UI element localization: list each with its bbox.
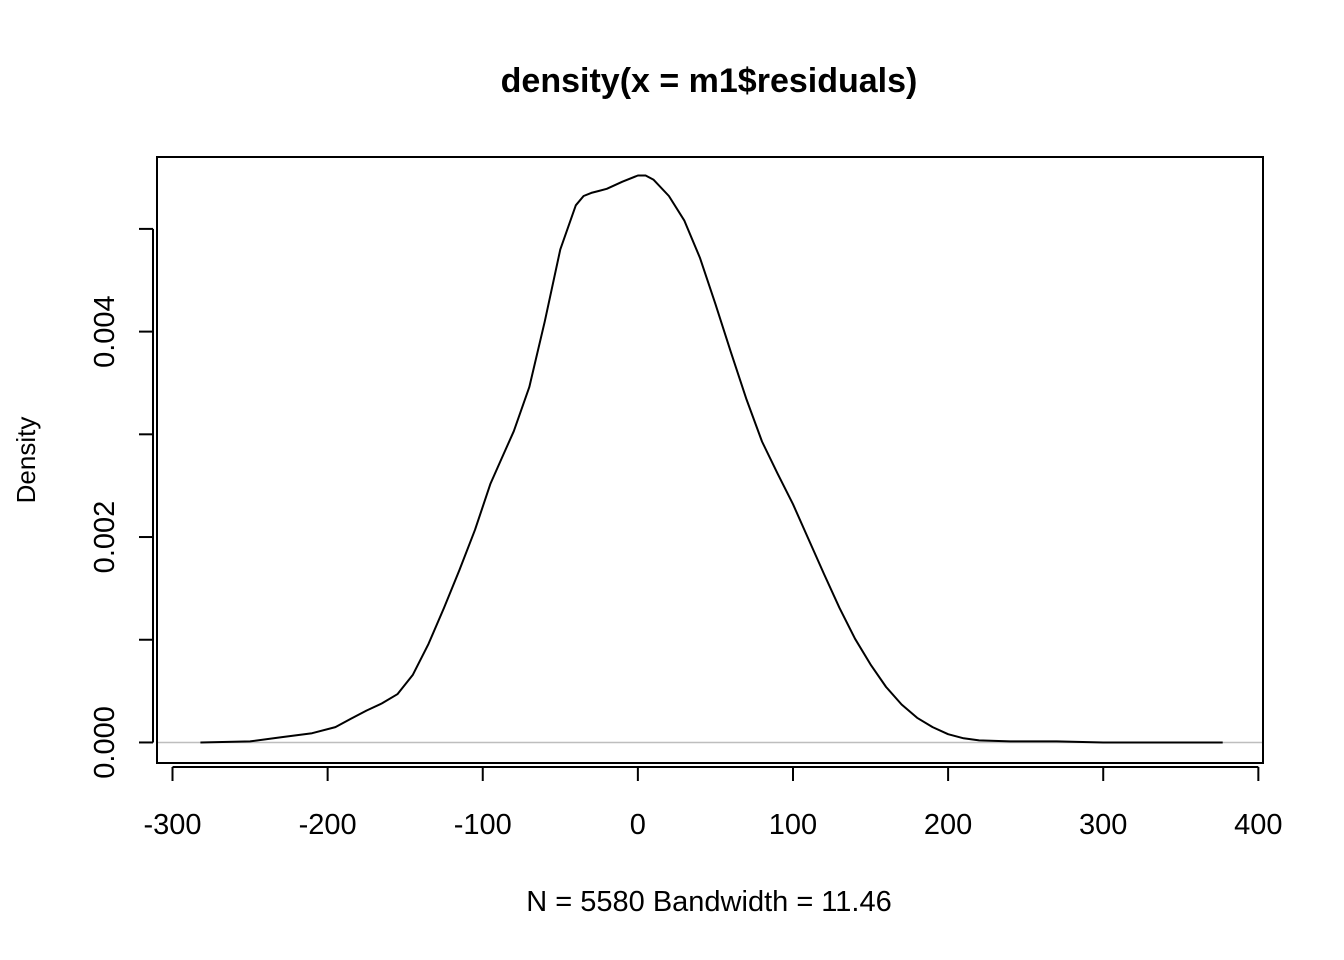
- y-axis-label: Density: [11, 417, 41, 504]
- x-tick-label: 400: [1234, 809, 1282, 841]
- x-tick-label: 300: [1079, 809, 1127, 841]
- x-tick-label: -300: [143, 809, 201, 841]
- y-tick-label: 0.004: [89, 295, 121, 368]
- x-tick-label: -100: [454, 809, 512, 841]
- x-tick-label: 100: [769, 809, 817, 841]
- x-tick-label: 200: [924, 809, 972, 841]
- x-axis: -300 -200 -100 0 100 200 300 400: [143, 766, 1283, 841]
- plot-frame: [156, 156, 1264, 764]
- x-axis-label: N = 5580 Bandwidth = 11.46: [526, 886, 891, 918]
- y-tick-label: 0.000: [89, 706, 121, 779]
- x-tick-label: -200: [299, 809, 357, 841]
- y-tick-label: 0.002: [89, 501, 121, 574]
- x-tick-label: 0: [630, 809, 646, 841]
- chart-title: density(x = m1$residuals): [501, 62, 918, 100]
- density-curve: [200, 174, 1223, 744]
- y-axis: 0.000 0.002 0.004: [89, 227, 154, 779]
